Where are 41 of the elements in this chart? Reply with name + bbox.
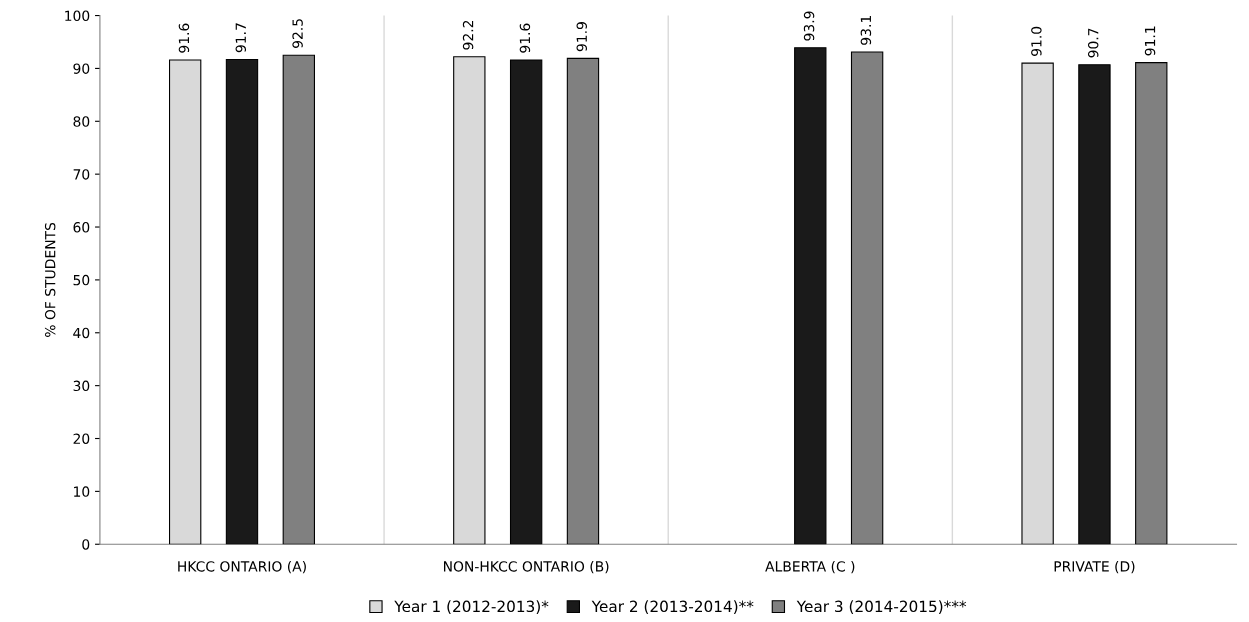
y-tick-label: 70: [73, 169, 90, 180]
y-tick-label: 40: [73, 327, 90, 339]
bar: [453, 56, 486, 545]
data-label: 91.7: [235, 23, 247, 53]
y-tick-label: 10: [74, 486, 90, 497]
y-tick-label: 0: [82, 539, 90, 550]
data-label: 92.5: [292, 19, 303, 48]
y-axis-title: % OF STUDENTS: [44, 222, 56, 337]
legend-label: Year 3 (2014-2015)***: [796, 600, 967, 614]
data-label: 93.9: [803, 11, 815, 41]
x-tick-label: NON-HKCC ONTARIO (B): [443, 560, 609, 574]
x-tick-label: ALBERTA (C ): [765, 560, 855, 574]
bar: [1135, 62, 1168, 545]
bar: [794, 47, 827, 545]
bar: [509, 59, 543, 545]
data-label: 90.7: [1087, 28, 1099, 58]
data-label: 92.2: [462, 20, 474, 50]
data-label: 91.6: [178, 23, 190, 53]
bar: [168, 59, 202, 545]
data-label: 91.0: [1031, 26, 1042, 56]
x-tick-label: HKCC ONTARIO (A): [178, 560, 306, 574]
x-tick-label: PRIVATE (D): [1054, 560, 1135, 574]
data-label: 93.1: [860, 16, 872, 45]
bar: [566, 57, 600, 545]
data-label: 91.1: [1144, 26, 1156, 56]
legend-label: Year 1 (2012-2013)*: [394, 600, 549, 614]
bar: [850, 51, 884, 545]
bar: [225, 58, 259, 545]
data-label: 91.9: [576, 22, 587, 52]
bar: [282, 54, 316, 545]
y-tick-label: 100: [65, 10, 90, 22]
y-tick-label: 20: [73, 433, 90, 444]
y-tick-label: 50: [73, 274, 90, 286]
data-label: 91.6: [519, 23, 531, 53]
bar: [1078, 64, 1111, 545]
y-tick-label: 80: [73, 116, 90, 127]
y-tick-label: 30: [73, 380, 90, 392]
y-tick-label: 60: [73, 222, 90, 233]
y-tick-label: 90: [73, 63, 90, 74]
legend-label: Year 2 (2013-2014)**: [591, 600, 754, 614]
bar: [1021, 62, 1054, 545]
